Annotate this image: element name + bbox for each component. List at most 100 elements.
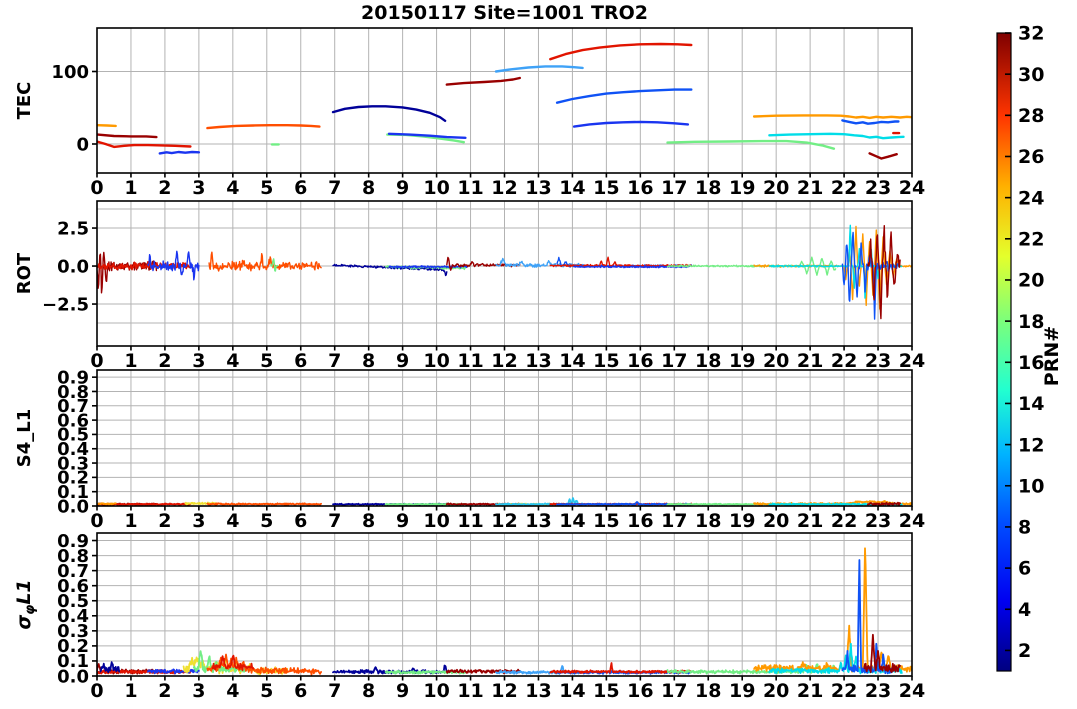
data-series (270, 258, 279, 272)
y-tick-label: −2.5 (42, 294, 89, 315)
x-tick-label: 19 (729, 510, 755, 532)
x-tick-label: 4 (226, 680, 239, 702)
x-tick-label: 22 (831, 350, 857, 372)
x-tick-label: 22 (831, 510, 857, 532)
x-tick-label: 21 (797, 680, 823, 702)
x-tick-label: 11 (457, 350, 483, 372)
x-tick-label: 3 (192, 510, 205, 532)
data-series (555, 88, 693, 104)
colorbar-tick-label: 28 (1018, 105, 1044, 127)
data-series (99, 661, 120, 674)
x-tick-label: 18 (695, 510, 721, 532)
generated-plot-content: 0 1 2 3 4 5 6 7 8 9 10 11 12 13 14 15 16 17 18 19 20 21 22 23 24… (13, 23, 1044, 702)
y-tick-label: 0.2 (57, 468, 89, 489)
x-tick-label: 17 (661, 510, 687, 532)
x-tick-label: 11 (457, 177, 483, 199)
x-tick-label: 18 (695, 350, 721, 372)
y-tick-label: 0.0 (57, 256, 89, 277)
data-series (549, 42, 693, 61)
x-tick-label: 0 (90, 510, 103, 532)
x-tick-label: 4 (226, 510, 239, 532)
x-tick-label: 24 (899, 350, 925, 372)
x-tick-label: 14 (559, 350, 585, 372)
x-tick-label: 17 (661, 177, 687, 199)
colorbar-tick-label: 24 (1018, 187, 1044, 209)
x-tick-label: 7 (328, 510, 341, 532)
x-tick-label: 6 (294, 510, 307, 532)
y-tick-label: 0.3 (57, 621, 89, 642)
x-tick-label: 13 (525, 680, 551, 702)
x-tick-label: 12 (491, 350, 517, 372)
x-tick-label: 8 (362, 177, 375, 199)
y-tick-label: 0.6 (57, 410, 89, 431)
data-series (841, 119, 900, 125)
data-series (387, 132, 467, 140)
x-tick-label: 6 (294, 350, 307, 372)
y-axis-label: σφL1 (13, 579, 38, 629)
x-tick-label: 3 (192, 680, 205, 702)
x-tick-label: 20 (763, 177, 789, 199)
colorbar-tick-label: 32 (1018, 23, 1044, 45)
x-tick-label: 17 (661, 350, 687, 372)
panel-ROT: 0 1 2 3 4 5 6 7 8 9 10 11 12 13 14 15 16 17 18 19 20 21 22 23 24… (14, 200, 925, 372)
colorbar-tick-label: 30 (1018, 64, 1044, 86)
y-axis-label: S4_L1 (14, 409, 35, 467)
x-tick-label: 11 (457, 510, 483, 532)
x-tick-label: 16 (627, 350, 653, 372)
data-series (147, 250, 200, 281)
x-tick-label: 1 (124, 350, 137, 372)
data-series (206, 653, 323, 676)
x-tick-label: 4 (226, 350, 239, 372)
colorbar-tick-label: 14 (1018, 393, 1044, 415)
data-series (97, 123, 117, 128)
data-series (445, 76, 521, 86)
data-series (863, 633, 901, 674)
x-tick-label: 12 (491, 510, 517, 532)
x-tick-label: 15 (593, 350, 619, 372)
data-series (752, 114, 912, 120)
x-tick-label: 5 (260, 680, 273, 702)
x-tick-label: 20 (763, 680, 789, 702)
x-tick-label: 8 (362, 680, 375, 702)
x-tick-label: 2 (158, 510, 171, 532)
data-series (666, 139, 836, 150)
x-tick-label: 23 (865, 680, 891, 702)
x-tick-label: 7 (328, 177, 341, 199)
x-tick-label: 11 (457, 680, 483, 702)
x-tick-label: 24 (899, 680, 925, 702)
colorbar-tick-label: 6 (1018, 558, 1031, 580)
data-series (868, 152, 898, 160)
x-tick-label: 23 (865, 177, 891, 199)
data-series (206, 502, 323, 506)
x-tick-label: 24 (899, 510, 925, 532)
x-tick-label: 8 (362, 350, 375, 372)
x-tick-label: 17 (661, 680, 687, 702)
colorbar-tick-label: 16 (1018, 352, 1044, 374)
x-tick-label: 21 (797, 177, 823, 199)
colorbar-tick-label: 8 (1018, 517, 1031, 539)
data-series (753, 547, 912, 673)
data-series (331, 105, 447, 123)
colorbar-tick-label: 18 (1018, 311, 1044, 333)
colorbar-tick-label: 2 (1018, 640, 1031, 662)
x-tick-label: 0 (90, 680, 103, 702)
y-tick-label: 2.5 (57, 218, 89, 239)
y-tick-label: 0.3 (57, 453, 89, 474)
data-series (494, 65, 584, 73)
y-axis-label: TEC (14, 82, 35, 120)
y-tick-label: 0.2 (57, 636, 89, 657)
x-tick-label: 9 (396, 177, 409, 199)
data-series (867, 224, 901, 320)
y-tick-label: 0.8 (57, 546, 89, 567)
x-tick-label: 3 (192, 177, 205, 199)
x-tick-label: 14 (559, 510, 585, 532)
x-tick-label: 2 (158, 350, 171, 372)
data-series (388, 265, 468, 269)
x-tick-label: 9 (396, 510, 409, 532)
x-tick-label: 13 (525, 350, 551, 372)
x-tick-label: 23 (865, 350, 891, 372)
x-tick-label: 21 (797, 350, 823, 372)
